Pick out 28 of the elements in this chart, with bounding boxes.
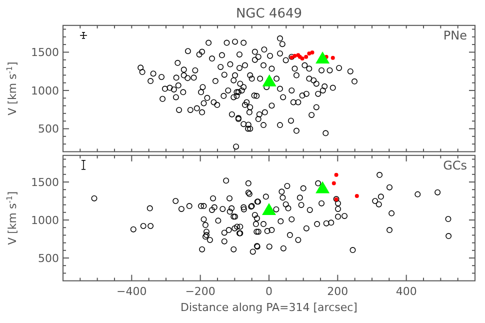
y-tick-label: 500 (38, 252, 59, 265)
point (304, 54, 308, 59)
point (292, 54, 297, 58)
point (334, 172, 338, 177)
x-tick-label: 400 (396, 284, 417, 298)
point (300, 56, 304, 61)
point (316, 52, 330, 64)
point (330, 56, 335, 60)
y-tick-label: 1000 (31, 214, 59, 227)
x-tick-label: −200 (185, 284, 216, 298)
x-tick-label: 0 (266, 284, 272, 298)
annotation: PNe (443, 28, 467, 42)
annotation: GCs (443, 158, 467, 172)
point (354, 194, 359, 198)
point (310, 50, 314, 54)
y-tick-label: 1500 (31, 176, 59, 189)
x-tick-label: −400 (116, 284, 147, 298)
point (316, 181, 330, 194)
chart-title: NGC 4649 (236, 6, 302, 22)
y-tick-label: 500 (38, 122, 59, 136)
point (307, 51, 312, 56)
y-tick-label: 1500 (31, 46, 59, 60)
x-axis-title: Distance along PA=314 [arcsec] (180, 300, 358, 314)
x-tick-label: 200 (327, 284, 348, 298)
point (332, 181, 336, 186)
point (262, 202, 276, 215)
y-tick-label: 1000 (31, 84, 59, 98)
point (262, 74, 276, 86)
